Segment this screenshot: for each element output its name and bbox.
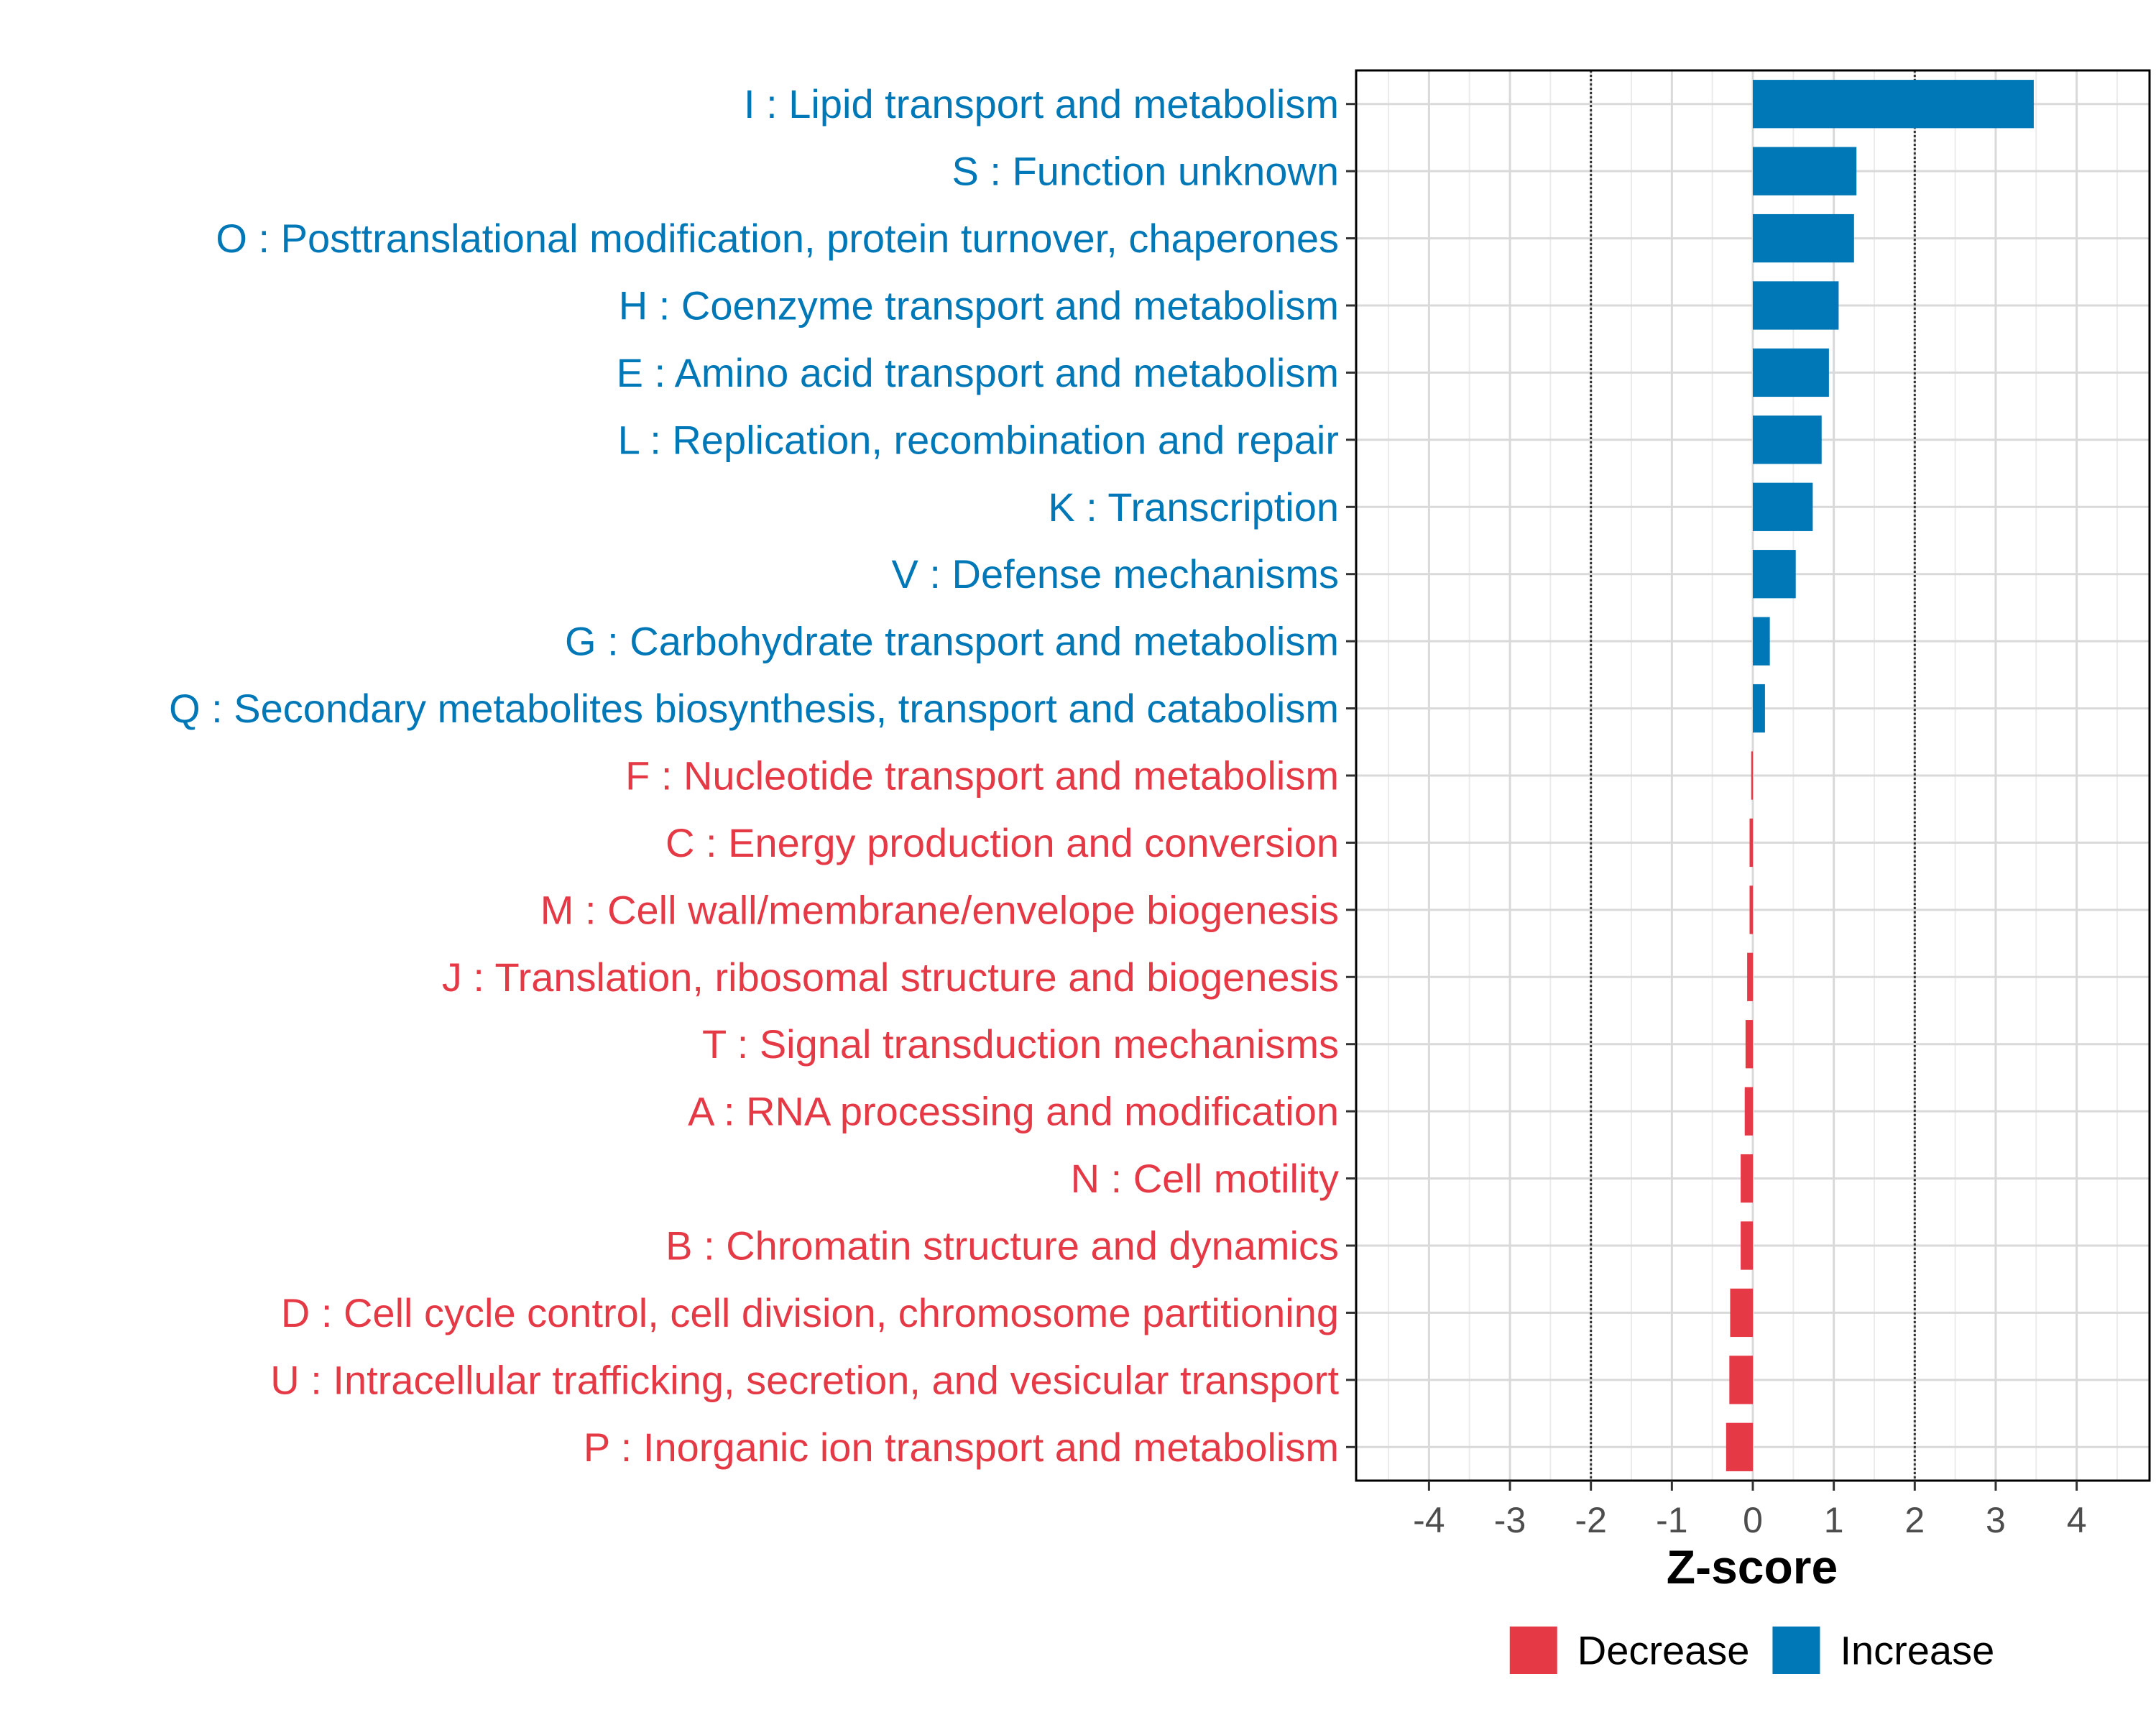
- bar: [1749, 818, 1753, 868]
- category-label: V : Defense mechanisms: [892, 551, 1339, 597]
- bar: [1726, 1422, 1753, 1471]
- category-label: L : Replication, recombination and repai…: [618, 417, 1339, 462]
- category-label: J : Translation, ribosomal structure and…: [442, 954, 1339, 1000]
- bar: [1753, 80, 2034, 129]
- category-label: P : Inorganic ion transport and metaboli…: [584, 1425, 1339, 1470]
- x-tick-label: 2: [1904, 1500, 1925, 1540]
- legend-key-increase: [1772, 1627, 1820, 1674]
- category-label: U : Intracellular trafficking, secretion…: [270, 1357, 1339, 1402]
- category-label: G : Carbohydrate transport and metabolis…: [565, 619, 1339, 664]
- category-label: T : Signal transduction mechanisms: [702, 1021, 1339, 1067]
- category-label: A : RNA processing and modification: [688, 1089, 1339, 1134]
- bar: [1753, 348, 1829, 397]
- category-label: D : Cell cycle control, cell division, c…: [281, 1290, 1339, 1335]
- bar: [1729, 1356, 1753, 1404]
- category-label: B : Chromatin structure and dynamics: [665, 1223, 1339, 1269]
- bar: [1751, 751, 1753, 800]
- bar: [1753, 684, 1765, 733]
- bar: [1753, 213, 1854, 263]
- legend-key-decrease: [1509, 1627, 1557, 1674]
- bar: [1741, 1154, 1753, 1203]
- x-tick-label: -4: [1413, 1500, 1445, 1540]
- bars: [1726, 80, 2034, 1471]
- category-label: S : Function unknown: [952, 149, 1339, 194]
- y-axis-ticks: [1346, 103, 1356, 1448]
- category-labels: I : Lipid transport and metabolism S : Fu…: [169, 81, 1339, 1470]
- category-label: H : Coenzyme transport and metabolism: [619, 283, 1339, 328]
- x-tick-label: 3: [1986, 1500, 2006, 1540]
- category-label: E : Amino acid transport and metabolism: [617, 350, 1339, 395]
- category-label: Q : Secondary metabolites biosynthesis, …: [169, 686, 1339, 731]
- bar: [1753, 281, 1839, 330]
- bar: [1753, 415, 1822, 464]
- threshold-lines: [1590, 70, 1916, 1481]
- legend-label: Decrease: [1577, 1628, 1750, 1673]
- bar: [1753, 617, 1770, 666]
- x-tick-label: 1: [1824, 1500, 1844, 1540]
- x-tick-label: -2: [1575, 1500, 1606, 1540]
- category-label: I : Lipid transport and metabolism: [744, 81, 1339, 126]
- bar: [1753, 550, 1796, 599]
- category-label: C : Energy production and conversion: [665, 820, 1339, 865]
- x-axis-title: Z-score: [1667, 1540, 1838, 1593]
- x-tick-label: 4: [2067, 1500, 2087, 1540]
- bar: [1753, 482, 1813, 531]
- x-tick-label: -3: [1494, 1500, 1526, 1540]
- category-label: N : Cell motility: [1071, 1156, 1339, 1201]
- x-tick-label: 0: [1743, 1500, 1763, 1540]
- category-label: K : Transcription: [1048, 484, 1339, 530]
- bar: [1741, 1221, 1753, 1270]
- bar: [1730, 1288, 1753, 1338]
- bar: [1744, 1087, 1753, 1136]
- legend: Decrease Increase: [1509, 1627, 1994, 1674]
- legend-label: Increase: [1840, 1628, 1994, 1673]
- x-tick-label: -1: [1656, 1500, 1687, 1540]
- category-label: F : Nucleotide transport and metabolism: [625, 753, 1339, 799]
- bar: [1745, 1020, 1753, 1069]
- bar: [1747, 952, 1753, 1001]
- category-label: O : Posttranslational modification, prot…: [216, 216, 1339, 261]
- bar: [1749, 886, 1753, 934]
- category-label: M : Cell wall/membrane/envelope biogenes…: [540, 887, 1339, 932]
- bar: [1753, 147, 1857, 196]
- x-axis-ticks: -4 -3 -2 -1 0 1 2 3 4: [1413, 1481, 2087, 1540]
